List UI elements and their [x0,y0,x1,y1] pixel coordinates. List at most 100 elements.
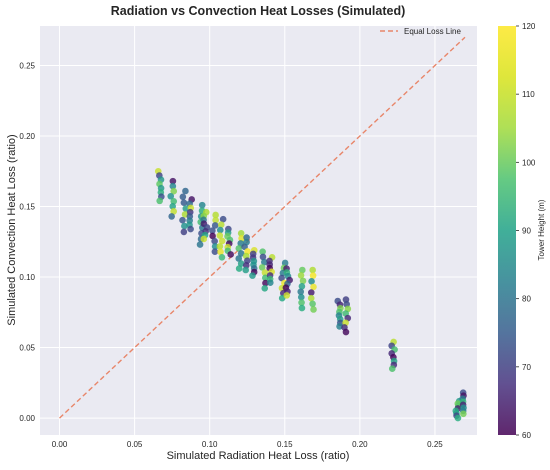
scatter-point [180,199,188,206]
y-tick-label: 0.10 [19,273,35,282]
scatter-point [169,203,176,210]
scatter-point [181,222,188,230]
scatter-point [238,235,245,242]
scatter-point [308,277,315,285]
scatter-point [167,192,175,200]
colorbar-tick-label: 60 [522,431,531,440]
y-axis-label: Simulated Convection Heat Loss (ratio) [6,134,18,325]
scatter-point [169,177,177,185]
scatter-point [460,410,467,418]
scatter-point [310,283,317,291]
scatter-point [179,216,186,224]
scatter-point [235,265,243,272]
scatter-point [219,215,227,223]
scatter-point [297,293,305,301]
colorbar-tick-label: 70 [522,363,531,372]
y-tick-label: 0.05 [19,344,35,353]
scatter-point [267,279,274,286]
legend: Equal Loss Line [380,27,461,36]
scatter-point [179,193,187,201]
scatter-point [170,208,177,215]
chart-title: Radiation vs Convection Heat Losses (Sim… [111,4,406,18]
scatter-point [237,260,245,267]
scatter-point [237,250,245,257]
scatter-point [235,255,243,262]
scatter-point [235,245,243,252]
scatter-point [218,237,226,245]
colorbar-gradient [498,26,516,435]
scatter-point [187,225,194,233]
scatter-point [281,259,289,267]
scatter-point [298,283,306,290]
scatter-point [200,235,208,243]
scatter-point [216,232,224,239]
scatter-point [170,187,178,195]
scatter-point [307,289,315,296]
scatter-point [261,258,268,266]
x-tick-label: 0.25 [427,440,443,449]
colorbar-tick-label: 100 [522,158,536,167]
scatter-point [182,205,190,212]
scatter-point [298,304,306,312]
colorbar-tick-label: 120 [522,22,536,31]
scatter-point [261,269,269,276]
scatter-point [309,272,317,279]
scatter-point [182,187,189,195]
scatter-point [209,232,216,240]
y-tick-label: 0.00 [19,414,35,423]
scatter-point [278,274,285,282]
scatter-point [261,285,269,292]
scatter-point [196,241,204,248]
colorbar-tick-label: 110 [522,90,535,99]
scatter-point [262,279,269,287]
equal-loss-line [59,36,466,419]
x-axis-label: Simulated Radiation Heat Loss (ratio) [167,450,350,462]
scatter-point [212,216,219,224]
scatter-point [259,253,267,261]
colorbar-tick-label: 80 [522,295,531,304]
scatter-point [342,328,350,336]
y-tick-label: 0.20 [19,132,35,141]
y-tick-label: 0.15 [19,203,35,212]
scatter-point [259,248,266,255]
colorbar-ticks: 60 70 80 90 100 110 120 [516,22,536,440]
scatter-point [242,266,250,274]
scatter-point [309,266,316,274]
scatter-point [297,272,305,279]
scatter-point [237,230,245,237]
legend-label: Equal Loss Line [404,27,461,36]
scatter-point [211,248,219,255]
scatter-point [388,365,396,373]
scatter-point [217,221,225,228]
scatter-point [258,264,266,271]
scatter-point [156,197,163,205]
scatter-point [211,243,219,250]
scatter-point [218,253,226,261]
colorbar: 60 70 80 90 100 110 120 Tower Height (m) [498,22,546,440]
scatter-point [310,306,317,313]
x-tick-label: 0.05 [127,440,143,449]
x-tick-labels: 0.00 0.05 0.10 0.15 0.20 0.25 [52,440,444,449]
scatter-point [169,182,177,190]
scatter-point [168,213,175,220]
reference-line-layer [59,36,466,419]
y-tick-labels: 0.00 0.05 0.10 0.15 0.20 0.25 [19,61,35,423]
scatter-point [212,211,219,219]
scatter-point [198,201,206,209]
y-tick-label: 0.25 [19,61,35,70]
x-tick-label: 0.00 [52,440,68,449]
x-tick-label: 0.20 [352,440,368,449]
scatter-point [216,226,224,234]
scatter-point [454,414,462,422]
scatter-point [209,227,216,235]
scatter-point [249,272,256,279]
scatter-point [227,251,234,258]
scatter-point [216,243,224,250]
scatter-point [298,299,305,306]
scatter-point [180,228,188,236]
scatter-points [154,167,467,422]
scatter-point [243,234,250,241]
scatter-point [307,294,315,302]
scatter-point [283,292,291,299]
